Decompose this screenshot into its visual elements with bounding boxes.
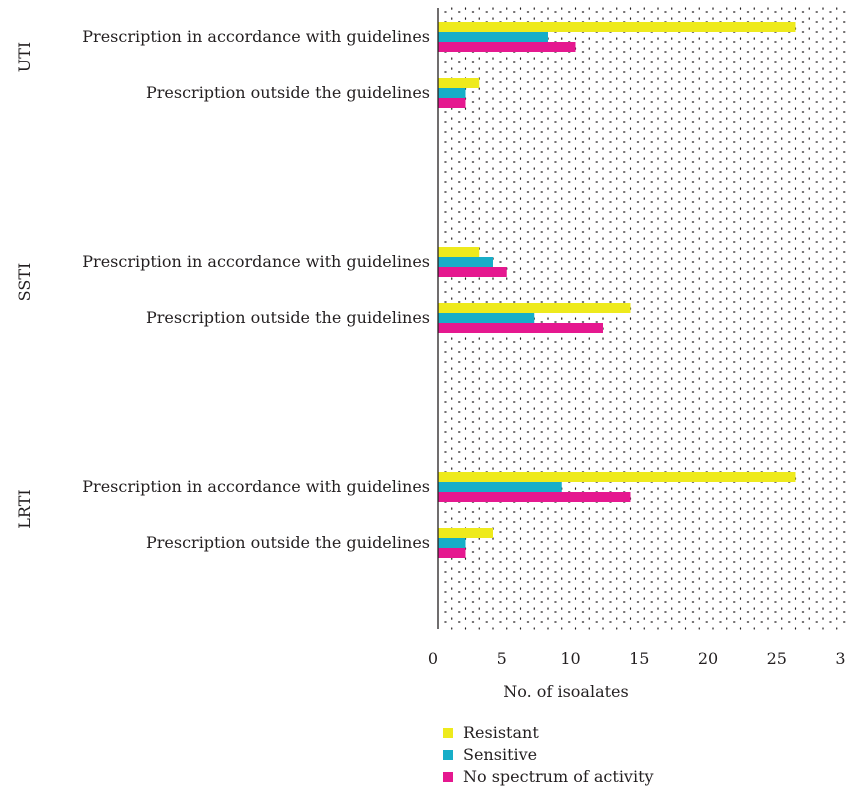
bar-sensitive	[438, 32, 548, 42]
bar-no-spectrum-of-activity	[438, 267, 507, 277]
x-tick-label: 20	[698, 649, 718, 668]
legend-label: Resistant	[463, 723, 539, 742]
chart-legend: Resistant Sensitive No spectrum of activit…	[443, 723, 654, 786]
legend-swatch	[443, 728, 453, 738]
category-label: Prescription in accordance with guidelin…	[82, 27, 430, 46]
bar-resistant	[438, 78, 480, 88]
bar-sensitive	[438, 482, 562, 492]
bar-resistant	[438, 303, 631, 313]
bar-resistant	[438, 528, 493, 538]
bar-no-spectrum-of-activity	[438, 98, 466, 108]
category-label: Prescription in accordance with guidelin…	[82, 252, 430, 271]
legend-swatch	[443, 772, 453, 782]
bar-resistant	[438, 247, 480, 257]
x-tick-label: 15	[629, 649, 649, 668]
legend-label: Sensitive	[463, 745, 537, 764]
category-label: Prescription outside the guidelines	[146, 533, 430, 552]
y-axis-category-labels: Prescription in accordance with guidelin…	[82, 27, 430, 552]
x-axis-ticks: 0 5 10 15 20 25 30	[428, 649, 846, 668]
x-tick-label: 25	[767, 649, 787, 668]
chart-bars	[438, 22, 796, 558]
x-tick-label: 0	[428, 649, 438, 668]
bar-no-spectrum-of-activity	[438, 548, 466, 558]
bar-sensitive	[438, 313, 535, 323]
bar-sensitive	[438, 538, 466, 548]
legend-label: No spectrum of activity	[463, 767, 654, 786]
bar-no-spectrum-of-activity	[438, 42, 576, 52]
legend-swatch	[443, 750, 453, 760]
category-label: Prescription outside the guidelines	[146, 83, 430, 102]
bar-resistant	[438, 472, 796, 482]
bar-sensitive	[438, 88, 466, 98]
category-label: Prescription in accordance with guidelin…	[82, 477, 430, 496]
category-label: Prescription outside the guidelines	[146, 308, 430, 327]
y-axis-group-labels: UTI SSTI LRTI	[15, 42, 34, 529]
x-tick-label: 10	[560, 649, 580, 668]
bar-resistant	[438, 22, 796, 32]
x-tick-label: 30	[835, 649, 846, 668]
group-label: SSTI	[15, 263, 34, 302]
group-label: UTI	[15, 42, 34, 72]
bar-no-spectrum-of-activity	[438, 323, 603, 333]
x-axis-title: No. of isoalates	[503, 682, 628, 701]
group-label: LRTI	[15, 489, 34, 528]
bar-sensitive	[438, 257, 493, 267]
bar-no-spectrum-of-activity	[438, 492, 631, 502]
x-tick-label: 5	[497, 649, 507, 668]
